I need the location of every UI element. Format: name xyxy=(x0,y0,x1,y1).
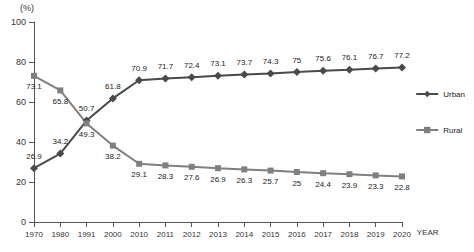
svg-text:73.7: 73.7 xyxy=(236,58,252,67)
svg-text:2017: 2017 xyxy=(314,230,332,239)
svg-text:2012: 2012 xyxy=(183,230,201,239)
svg-text:77.2: 77.2 xyxy=(394,51,410,60)
svg-text:70.9: 70.9 xyxy=(131,64,147,73)
svg-text:74.3: 74.3 xyxy=(263,57,279,66)
svg-text:20: 20 xyxy=(16,177,26,187)
svg-text:Rural: Rural xyxy=(443,126,462,135)
svg-text:2014: 2014 xyxy=(235,230,253,239)
svg-text:27.6: 27.6 xyxy=(184,173,200,182)
svg-text:1991: 1991 xyxy=(78,230,96,239)
svg-text:60: 60 xyxy=(16,97,26,107)
svg-text:71.7: 71.7 xyxy=(158,62,174,71)
svg-text:YEAR: YEAR xyxy=(417,228,439,237)
svg-text:25: 25 xyxy=(292,179,301,188)
svg-text:75: 75 xyxy=(292,56,301,65)
svg-text:80: 80 xyxy=(16,57,26,67)
svg-text:50.7: 50.7 xyxy=(79,104,95,113)
svg-text:76.7: 76.7 xyxy=(368,52,384,61)
svg-text:1980: 1980 xyxy=(51,230,69,239)
svg-text:2019: 2019 xyxy=(367,230,385,239)
svg-text:1970: 1970 xyxy=(25,230,43,239)
svg-text:2013: 2013 xyxy=(209,230,227,239)
svg-text:28.3: 28.3 xyxy=(158,172,174,181)
svg-text:40: 40 xyxy=(16,137,26,147)
svg-text:72.4: 72.4 xyxy=(184,61,200,70)
svg-text:2010: 2010 xyxy=(130,230,148,239)
svg-text:23.9: 23.9 xyxy=(342,181,358,190)
svg-text:25.7: 25.7 xyxy=(263,177,279,186)
svg-text:23.3: 23.3 xyxy=(368,182,384,191)
svg-text:2018: 2018 xyxy=(341,230,359,239)
svg-text:2015: 2015 xyxy=(262,230,280,239)
svg-text:26.9: 26.9 xyxy=(26,152,42,161)
svg-text:75.6: 75.6 xyxy=(315,54,331,63)
svg-text:100: 100 xyxy=(11,17,26,27)
svg-text:(%): (%) xyxy=(20,3,34,13)
svg-text:76.1: 76.1 xyxy=(342,53,358,62)
svg-text:49.3: 49.3 xyxy=(79,130,95,139)
svg-text:24.4: 24.4 xyxy=(315,180,331,189)
svg-text:61.8: 61.8 xyxy=(105,82,121,91)
svg-text:0: 0 xyxy=(21,217,26,227)
svg-text:2000: 2000 xyxy=(104,230,122,239)
svg-text:2020: 2020 xyxy=(393,230,411,239)
svg-text:29.1: 29.1 xyxy=(131,170,147,179)
svg-text:Urban: Urban xyxy=(443,90,465,99)
svg-text:38.2: 38.2 xyxy=(105,152,121,161)
svg-text:73.1: 73.1 xyxy=(210,59,226,68)
svg-text:22.8: 22.8 xyxy=(394,183,410,192)
svg-text:73.1: 73.1 xyxy=(26,82,42,91)
svg-text:26.9: 26.9 xyxy=(210,175,226,184)
svg-text:2016: 2016 xyxy=(288,230,306,239)
svg-text:2011: 2011 xyxy=(157,230,175,239)
svg-text:26.3: 26.3 xyxy=(236,176,252,185)
svg-text:65.8: 65.8 xyxy=(52,97,68,106)
svg-text:34.2: 34.2 xyxy=(52,137,68,146)
